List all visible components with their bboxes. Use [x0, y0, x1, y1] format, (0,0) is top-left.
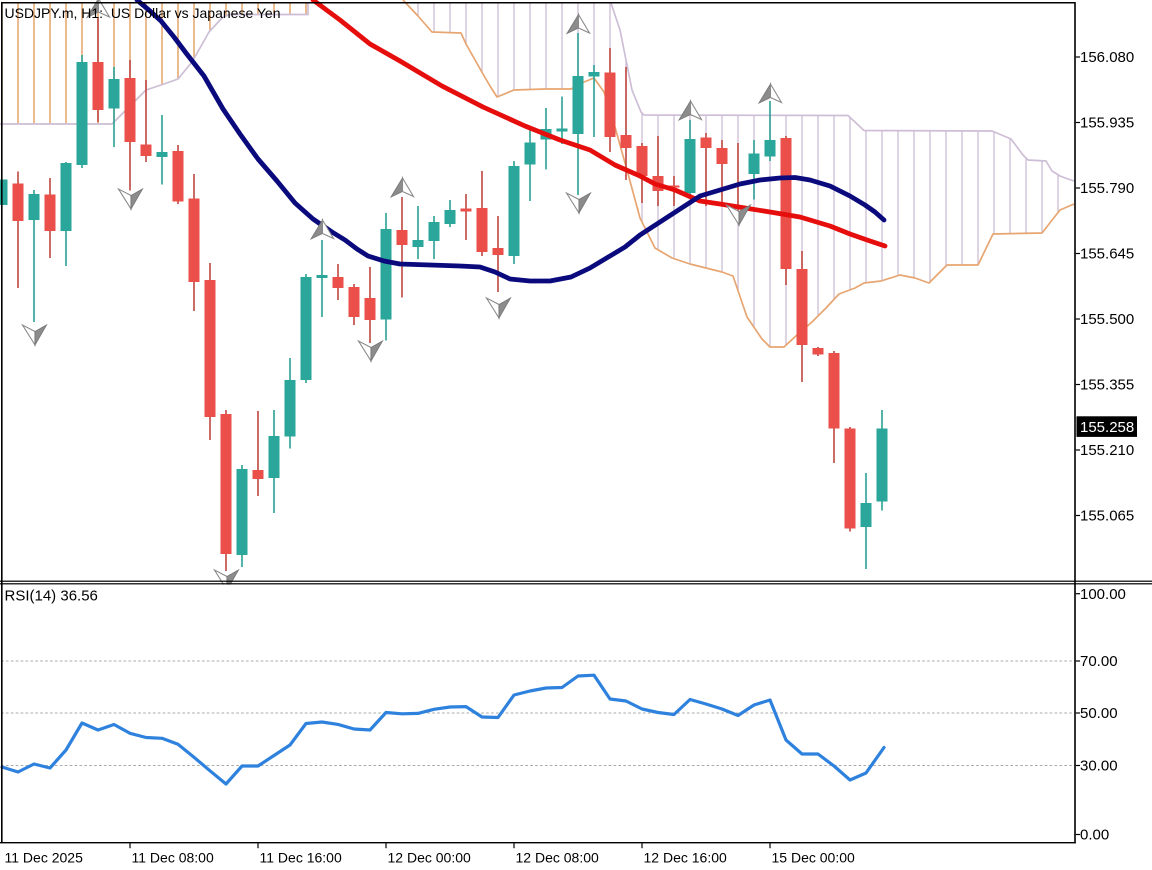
svg-text:155.935: 155.935	[1080, 115, 1134, 132]
svg-text:12 Dec 16:00: 12 Dec 16:00	[644, 850, 727, 866]
svg-text:155.500: 155.500	[1080, 311, 1134, 328]
svg-text:155.355: 155.355	[1080, 377, 1134, 394]
svg-text:USDJPY.m, H1: US Dollar vs Ja: USDJPY.m, H1: US Dollar vs Japanese Yen	[5, 5, 281, 21]
svg-text:155.258: 155.258	[1080, 419, 1134, 436]
svg-text:15 Dec 00:00: 15 Dec 00:00	[772, 850, 855, 866]
svg-text:30.00: 30.00	[1080, 758, 1118, 775]
svg-text:12 Dec 08:00: 12 Dec 08:00	[516, 850, 599, 866]
svg-text:50.00: 50.00	[1080, 705, 1118, 722]
svg-text:11 Dec 2025: 11 Dec 2025	[5, 850, 84, 866]
svg-text:155.210: 155.210	[1080, 442, 1134, 459]
svg-text:0.00: 0.00	[1080, 827, 1109, 844]
svg-text:155.790: 155.790	[1080, 180, 1134, 197]
svg-text:70.00: 70.00	[1080, 653, 1118, 670]
svg-text:11 Dec 16:00: 11 Dec 16:00	[260, 850, 342, 866]
svg-text:156.080: 156.080	[1080, 49, 1134, 66]
svg-text:155.645: 155.645	[1080, 246, 1134, 263]
svg-text:11 Dec 08:00: 11 Dec 08:00	[132, 850, 214, 866]
svg-text:12 Dec 00:00: 12 Dec 00:00	[388, 850, 471, 866]
svg-text:100.00: 100.00	[1080, 586, 1126, 603]
svg-text:155.065: 155.065	[1080, 508, 1134, 525]
svg-text:RSI(14) 36.56: RSI(14) 36.56	[5, 588, 98, 605]
